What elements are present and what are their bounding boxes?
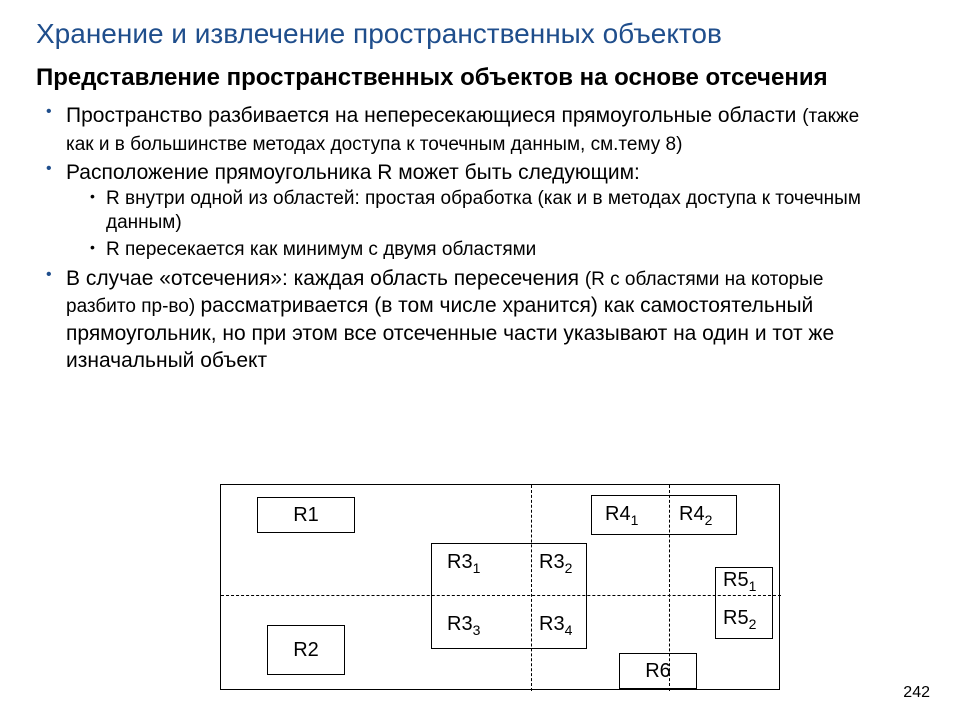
label-R4_1: R41 [605, 503, 638, 528]
page-number: 242 [903, 684, 930, 702]
box-R2: R2 [267, 625, 345, 675]
sub-bullet-2: R пересекается как минимум с двумя облас… [106, 238, 880, 263]
spatial-diagram: R1 R2 R6 R31 R32 R33 R34 R41 R42 R51 R52 [220, 484, 780, 690]
label-R3_3: R33 [447, 613, 480, 638]
bullet-list: Пространство разбивается на непересекающ… [0, 102, 880, 375]
bullet-3a: В случае «отсечения»: каждая область пер… [66, 267, 585, 290]
slide-title: Хранение и извлечение пространственных о… [0, 0, 960, 58]
sub-bullet-2-text: R пересекается как минимум с двумя облас… [106, 239, 536, 260]
bullet-item-3: В случае «отсечения»: каждая область пер… [66, 265, 880, 375]
bullet-item-1: Пространство разбивается на непересекающ… [66, 102, 880, 157]
label-R3_4: R34 [539, 613, 572, 638]
bullet-2-text: Расположение прямоугольника R может быть… [66, 161, 640, 184]
label-R4_2: R42 [679, 503, 712, 528]
label-R5_1: R51 [723, 569, 756, 594]
label-R3_2: R32 [539, 551, 572, 576]
sub-bullet-1a: R внутри одной из областей: простая обра… [106, 188, 537, 209]
bullet-item-2: Расположение прямоугольника R может быть… [66, 159, 880, 262]
bullet-1-main: Пространство разбивается на непересекающ… [66, 104, 802, 127]
label-R3_1: R31 [447, 551, 480, 576]
slide-subtitle: Представление пространственных объектов … [0, 58, 880, 102]
sub-bullet-1: R внутри одной из областей: простая обра… [106, 187, 880, 236]
box-R6: R6 [619, 653, 697, 689]
label-R5_2: R52 [723, 607, 756, 632]
sub-bullet-list: R внутри одной из областей: простая обра… [66, 187, 880, 263]
box-R1: R1 [257, 497, 355, 533]
